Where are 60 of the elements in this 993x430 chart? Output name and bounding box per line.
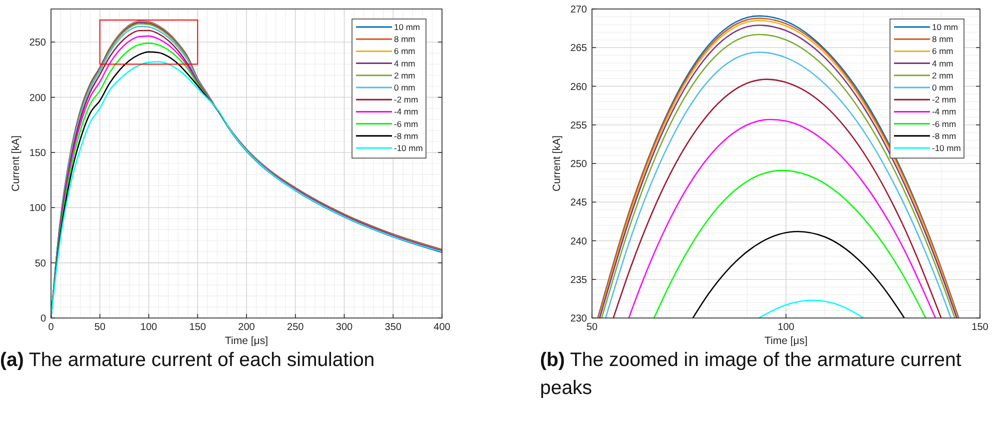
x-tick-label: 150 bbox=[972, 322, 989, 333]
legend-label: -6 mm bbox=[394, 118, 418, 129]
y-tick-label: 150 bbox=[29, 148, 46, 159]
legend-label: 0 mm bbox=[394, 82, 416, 92]
x-tick-label: 50 bbox=[586, 322, 598, 333]
y-tick-label: 250 bbox=[570, 159, 588, 170]
text: (b) The zoomed in image of the armature current peaks bbox=[540, 348, 962, 401]
line-series bbox=[70, 20, 442, 250]
y-tick-label: 240 bbox=[570, 236, 588, 248]
legend-label: 10 mm bbox=[932, 22, 958, 32]
legend-label: -8 mm bbox=[394, 130, 418, 141]
legend-label: 8 mm bbox=[394, 34, 416, 44]
x-tick-label: 250 bbox=[287, 322, 304, 333]
x-tick-label: 0 bbox=[48, 322, 54, 333]
text: (a) The armature current of each simulation bbox=[0, 348, 376, 373]
x-tick-label: 50 bbox=[94, 322, 106, 333]
legend-label: -8 mm bbox=[932, 130, 956, 141]
legend-label: 2 mm bbox=[394, 70, 416, 80]
y-axis-title: Current [kA] bbox=[551, 135, 563, 192]
x-tick-label: 100 bbox=[140, 322, 158, 333]
legend-label: 8 mm bbox=[932, 34, 954, 44]
legend-label: 4 mm bbox=[394, 58, 416, 68]
legend-label: -2 mm bbox=[394, 94, 418, 105]
y-tick-label: 200 bbox=[29, 92, 46, 104]
y-tick-label: 260 bbox=[570, 82, 588, 93]
x-axis-title: Time [μs] bbox=[764, 335, 808, 347]
x-tick-label: 300 bbox=[336, 322, 354, 333]
y-tick-label: 255 bbox=[570, 120, 588, 132]
legend-label: -4 mm bbox=[932, 106, 956, 117]
legend-label: 10 mm bbox=[394, 22, 420, 32]
x-tick-label: 150 bbox=[189, 322, 206, 333]
x-axis-title: Time [μs] bbox=[225, 335, 268, 347]
legend-label: -4 mm bbox=[394, 106, 418, 117]
x-tick-label: 400 bbox=[434, 322, 451, 333]
line-series bbox=[653, 170, 926, 318]
line-series bbox=[692, 230, 905, 318]
y-tick-label: 270 bbox=[570, 4, 588, 16]
y-axis-title: Current [kA] bbox=[10, 135, 22, 192]
legend-label: 6 mm bbox=[394, 46, 416, 56]
legend-label: 0 mm bbox=[932, 82, 954, 92]
x-tick-label: 350 bbox=[384, 322, 402, 333]
legend-label: 6 mm bbox=[932, 46, 954, 56]
y-tick-label: 245 bbox=[570, 198, 588, 209]
line-series bbox=[109, 21, 188, 58]
x-tick-label: 100 bbox=[778, 322, 795, 333]
line-series bbox=[758, 300, 864, 318]
y-tick-label: 250 bbox=[29, 38, 46, 49]
y-tick-label: 265 bbox=[570, 43, 588, 54]
legend-label: 2 mm bbox=[932, 70, 954, 80]
legend-label: -10 mm bbox=[394, 142, 423, 153]
legend-label: -2 mm bbox=[932, 94, 956, 105]
y-tick-label: 50 bbox=[34, 258, 46, 270]
y-tick-label: 0 bbox=[40, 314, 46, 324]
y-tick-label: 235 bbox=[570, 274, 588, 286]
legend-label: -6 mm bbox=[932, 118, 956, 129]
legend-label: -10 mm bbox=[932, 142, 961, 153]
y-tick-label: 100 bbox=[29, 203, 46, 214]
legend-label: 4 mm bbox=[932, 58, 954, 68]
y-tick-label: 230 bbox=[570, 314, 588, 324]
x-tick-label: 200 bbox=[238, 322, 256, 333]
